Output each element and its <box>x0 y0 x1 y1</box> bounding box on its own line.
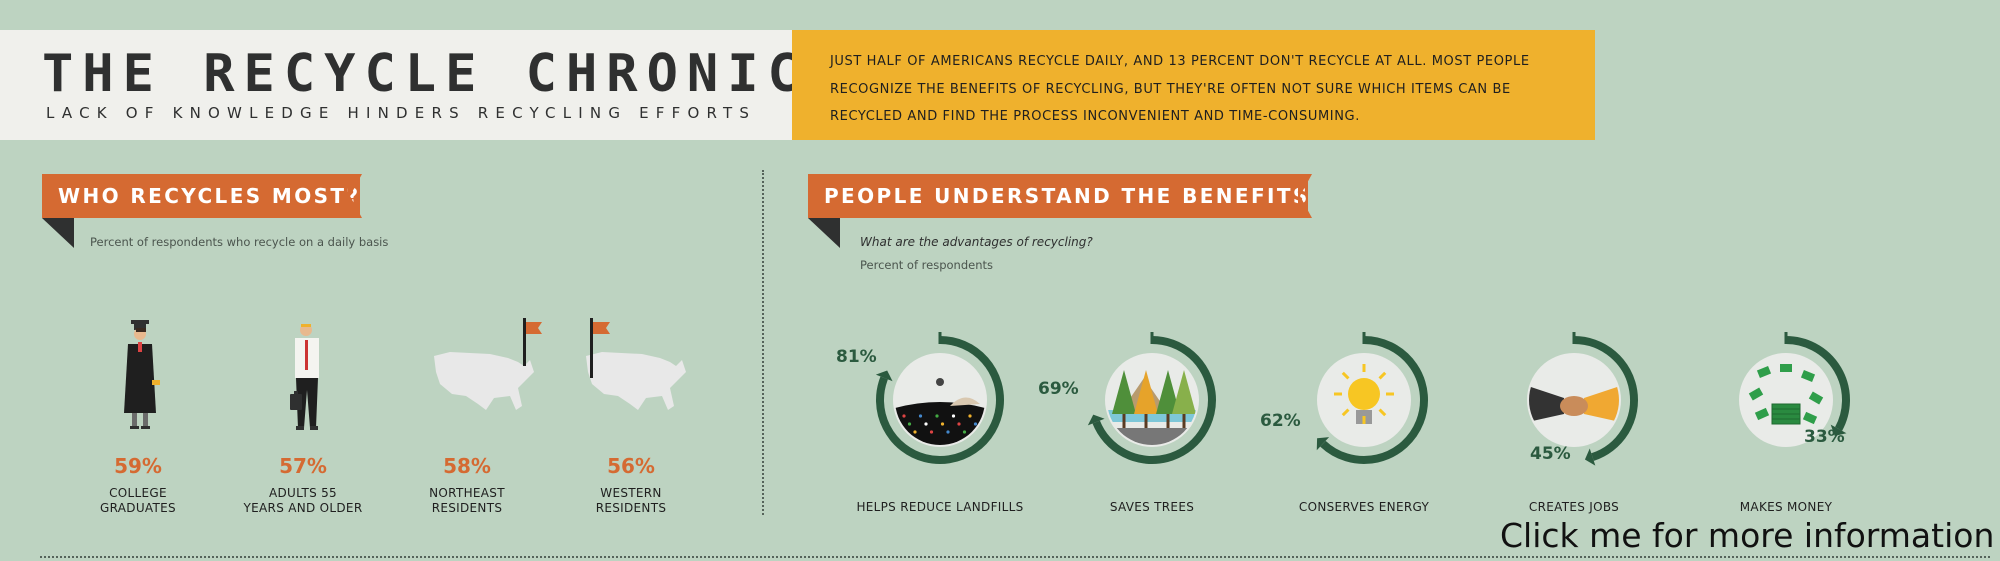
benefits-caption: Percent of respondents <box>860 258 993 272</box>
benefit-label: SAVES TREES <box>1109 500 1195 514</box>
benefit-arc <box>1092 336 1216 464</box>
stat-label: RESIDENTS <box>595 501 667 515</box>
intro-line: RECOGNIZE THE BENEFITS OF RECYCLING, BUT… <box>830 81 1511 97</box>
benefit-arrow-head <box>1316 437 1330 451</box>
us-map-northeast-flag-icon <box>434 318 542 410</box>
benefit-label: CREATES JOBS <box>1528 500 1620 514</box>
stat-label: NORTHEAST <box>429 486 505 500</box>
trees-icon <box>1107 370 1197 445</box>
stat-value: 56% <box>607 454 655 478</box>
graduate-icon <box>124 320 160 429</box>
banner-fold <box>42 218 74 248</box>
benefit-value: 45% <box>1530 444 1571 464</box>
page-title: THE RECYCLE CHRONICLES <box>42 44 929 104</box>
bottom-divider <box>40 556 1990 558</box>
intro-line: JUST HALF OF AMERICANS RECYCLE DAILY, AN… <box>830 54 1530 69</box>
stat-adults-55: 57% ADULTS 55 YEARS AND OLDER <box>233 454 373 516</box>
benefit-arrow-head <box>875 370 893 382</box>
benefit-arrow-head <box>1830 424 1847 436</box>
stat-label: WESTERN <box>600 486 662 500</box>
benefits-heading: PEOPLE UNDERSTAND THE BENEFITS <box>824 184 1310 208</box>
stat-label: RESIDENTS <box>431 501 503 515</box>
stat-western-residents: 56% WESTERN RESIDENTS <box>571 454 691 516</box>
intro-text: JUST HALF OF AMERICANS RECYCLE DAILY, AN… <box>830 48 1580 131</box>
stat-college-graduates: 59% COLLEGE GRADUATES <box>78 454 198 516</box>
page-subtitle: LACK OF KNOWLEDGE HINDERS RECYCLING EFFO… <box>46 104 757 122</box>
benefit-arrow-head <box>1584 448 1596 466</box>
benefit-label: HELPS REDUCE LANDFILLS <box>856 500 1024 514</box>
benefit-value: 69% <box>1038 379 1079 399</box>
who-recycles-heading: WHO RECYCLES MOST? <box>58 184 361 208</box>
stat-label: ADULTS 55 <box>269 486 337 500</box>
stat-value: 57% <box>279 454 327 478</box>
title-panel <box>0 30 792 140</box>
stat-label: COLLEGE <box>109 486 167 500</box>
stat-value: 58% <box>443 454 491 478</box>
stat-label: GRADUATES <box>100 501 176 515</box>
intro-panel <box>792 30 1595 140</box>
lightbulb-icon <box>1334 364 1394 424</box>
stat-label: YEARS AND OLDER <box>243 501 363 515</box>
stat-value: 59% <box>114 454 162 478</box>
handshake-icon <box>1529 386 1619 422</box>
benefits-question: What are the advantages of recycling? <box>860 235 1093 249</box>
stat-northeast-residents: 58% NORTHEAST RESIDENTS <box>407 454 527 516</box>
benefit-label: CONSERVES ENERGY <box>1298 500 1430 514</box>
banner-fold <box>808 218 840 248</box>
who-recycles-banner: WHO RECYCLES MOST? <box>42 174 360 218</box>
benefit-ring-1 <box>1087 332 1216 464</box>
older-adult-icon <box>290 324 319 430</box>
benefit-ring-4 <box>1739 332 1850 447</box>
benefit-ring-3 <box>1527 332 1638 466</box>
landfill-icon <box>895 378 985 445</box>
who-caption: Percent of respondents who recycle on a … <box>90 235 389 249</box>
benefit-arc <box>876 336 1004 464</box>
benefit-ring-2 <box>1316 332 1428 464</box>
intro-line: RECYCLED AND FIND THE PROCESS INCONVENIE… <box>830 109 1360 124</box>
benefit-arc <box>1320 336 1428 464</box>
benefit-arrow-head <box>1087 414 1105 426</box>
benefit-value: 62% <box>1260 411 1301 431</box>
money-icon <box>1748 364 1824 425</box>
benefit-arc <box>1573 336 1638 461</box>
banner-notch <box>348 174 362 218</box>
us-map-west-flag-icon <box>586 318 686 410</box>
benefit-label: MAKES MONEY <box>1739 500 1833 514</box>
benefit-value: 33% <box>1804 427 1845 447</box>
more-info-link[interactable]: Click me for more information <box>1500 516 1995 555</box>
banner-notch <box>1298 174 1312 218</box>
benefits-banner: PEOPLE UNDERSTAND THE BENEFITS <box>808 174 1308 218</box>
benefit-value: 81% <box>836 347 877 367</box>
benefit-arc <box>1785 336 1850 431</box>
section-divider <box>762 170 764 515</box>
benefit-ring-0 <box>875 332 1004 464</box>
